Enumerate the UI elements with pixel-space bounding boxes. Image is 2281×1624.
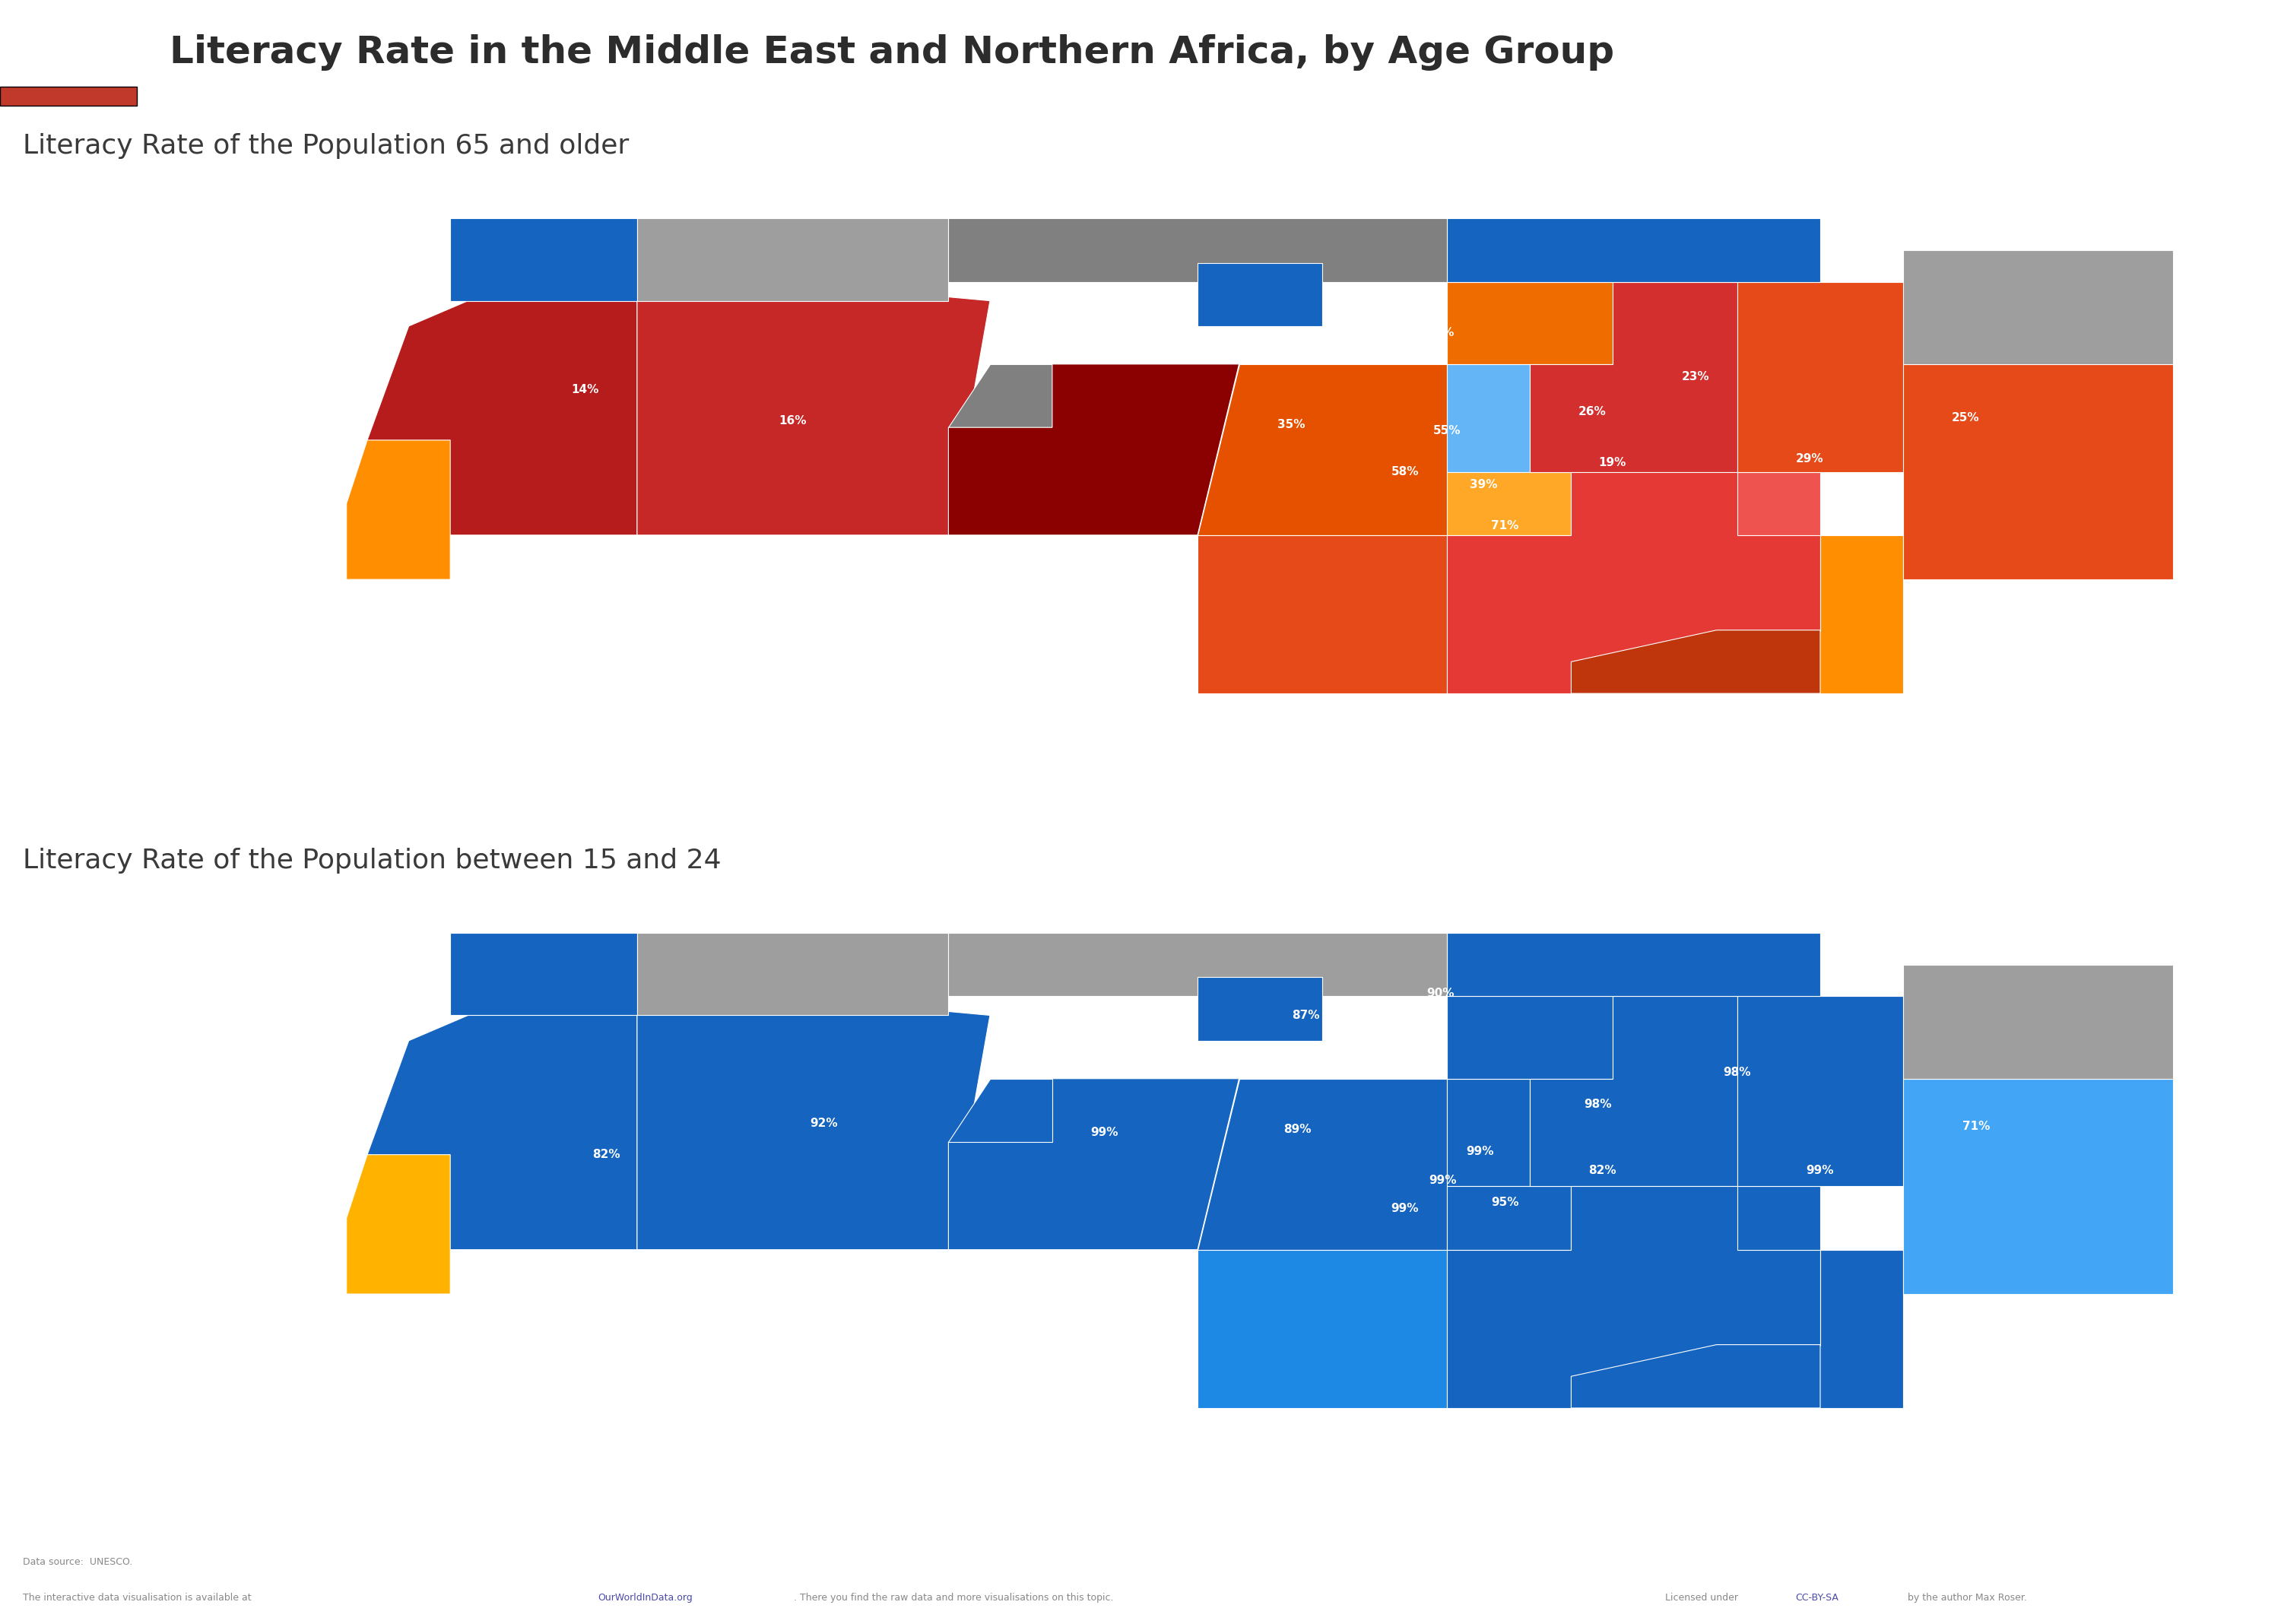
Text: 71%: 71% bbox=[1492, 520, 1519, 531]
Polygon shape bbox=[1446, 471, 1820, 693]
Text: . There you find the raw data and more visualisations on this topic.: . There you find the raw data and more v… bbox=[794, 1593, 1113, 1603]
Text: 16%: 16% bbox=[778, 416, 807, 427]
Text: 18%: 18% bbox=[1426, 326, 1455, 338]
Polygon shape bbox=[1902, 1078, 2174, 1294]
Text: 29%: 29% bbox=[1795, 453, 1825, 464]
Polygon shape bbox=[1738, 283, 2069, 471]
Polygon shape bbox=[1446, 471, 1572, 534]
Polygon shape bbox=[1738, 471, 1820, 534]
Polygon shape bbox=[1198, 263, 1323, 326]
Text: OurWorldInData.org: OurWorldInData.org bbox=[598, 1593, 693, 1603]
Text: 99%: 99% bbox=[1428, 1174, 1455, 1186]
Text: The interactive data visualisation is available at: The interactive data visualisation is av… bbox=[23, 1593, 255, 1603]
Polygon shape bbox=[949, 1078, 1052, 1142]
Polygon shape bbox=[949, 1078, 1239, 1250]
Polygon shape bbox=[449, 932, 1446, 996]
Text: 99%: 99% bbox=[1807, 1164, 1834, 1176]
Polygon shape bbox=[1531, 996, 1738, 1186]
FancyBboxPatch shape bbox=[0, 86, 137, 106]
Polygon shape bbox=[1446, 218, 1820, 283]
Polygon shape bbox=[1198, 534, 1446, 693]
Polygon shape bbox=[449, 218, 636, 300]
Polygon shape bbox=[367, 996, 636, 1250]
Polygon shape bbox=[1572, 1345, 1820, 1408]
Polygon shape bbox=[347, 1155, 449, 1294]
Polygon shape bbox=[1446, 364, 1531, 471]
Polygon shape bbox=[1902, 364, 2174, 580]
Text: 71%: 71% bbox=[1962, 1121, 1989, 1132]
Text: 99%: 99% bbox=[1391, 1203, 1419, 1215]
Text: 26%: 26% bbox=[1578, 406, 1606, 417]
Polygon shape bbox=[367, 283, 636, 534]
Polygon shape bbox=[1779, 534, 1902, 693]
Text: 58%: 58% bbox=[1391, 466, 1419, 477]
Polygon shape bbox=[449, 218, 1446, 283]
Polygon shape bbox=[949, 364, 1052, 427]
Text: 23%: 23% bbox=[1681, 370, 1711, 383]
Text: Literacy Rate of the Population between 15 and 24: Literacy Rate of the Population between … bbox=[23, 848, 721, 874]
Text: 28%: 28% bbox=[1291, 346, 1318, 357]
Text: 82%: 82% bbox=[1588, 1164, 1617, 1176]
Text: 25%: 25% bbox=[1953, 412, 1980, 424]
Text: by the author Max Roser.: by the author Max Roser. bbox=[1905, 1593, 2028, 1603]
Text: 95%: 95% bbox=[1492, 1197, 1519, 1208]
Text: Data source:  UNESCO.: Data source: UNESCO. bbox=[23, 1557, 132, 1567]
Text: 14%: 14% bbox=[570, 383, 600, 395]
Polygon shape bbox=[1446, 1078, 1531, 1186]
Polygon shape bbox=[1738, 1186, 1820, 1250]
Polygon shape bbox=[1531, 283, 1738, 471]
Text: 89%: 89% bbox=[1284, 1124, 1312, 1135]
Text: Literacy Rate of the Population 65 and older: Literacy Rate of the Population 65 and o… bbox=[23, 133, 630, 159]
Polygon shape bbox=[1198, 978, 1323, 1041]
Polygon shape bbox=[1198, 364, 1446, 534]
Text: 90%: 90% bbox=[1426, 987, 1455, 999]
Text: 3%: 3% bbox=[1054, 320, 1072, 331]
Text: 55%: 55% bbox=[1432, 425, 1460, 437]
Polygon shape bbox=[1446, 932, 1820, 996]
Polygon shape bbox=[1446, 1186, 1572, 1250]
Text: 99%: 99% bbox=[1467, 1147, 1494, 1158]
Polygon shape bbox=[1198, 1250, 1446, 1408]
Text: in Data: in Data bbox=[41, 54, 96, 68]
Polygon shape bbox=[949, 364, 1239, 534]
Text: 39%: 39% bbox=[1469, 479, 1499, 490]
Polygon shape bbox=[1446, 996, 1613, 1078]
Text: 98%: 98% bbox=[1585, 1098, 1613, 1109]
Text: 35%: 35% bbox=[1277, 419, 1305, 430]
Polygon shape bbox=[636, 932, 949, 1015]
Polygon shape bbox=[1446, 283, 1613, 364]
Polygon shape bbox=[1446, 1186, 1820, 1408]
Text: 82%: 82% bbox=[593, 1148, 620, 1161]
Polygon shape bbox=[449, 932, 636, 1015]
Polygon shape bbox=[1198, 1078, 1446, 1250]
Polygon shape bbox=[1902, 250, 2174, 364]
Text: 87%: 87% bbox=[1291, 1010, 1318, 1021]
Text: 92%: 92% bbox=[810, 1117, 837, 1129]
Text: 98%: 98% bbox=[1724, 1067, 1752, 1078]
Text: 19%: 19% bbox=[1599, 456, 1626, 468]
Polygon shape bbox=[1779, 1250, 1902, 1408]
Polygon shape bbox=[636, 996, 990, 1250]
Polygon shape bbox=[636, 218, 949, 300]
Polygon shape bbox=[347, 440, 449, 580]
Text: Literacy Rate in the Middle East and Northern Africa, by Age Group: Literacy Rate in the Middle East and Nor… bbox=[169, 34, 1615, 71]
Text: Licensed under: Licensed under bbox=[1665, 1593, 1740, 1603]
Text: CC-BY-SA: CC-BY-SA bbox=[1795, 1593, 1838, 1603]
Polygon shape bbox=[636, 283, 990, 534]
Text: Our World: Our World bbox=[30, 23, 107, 36]
Text: 99%: 99% bbox=[1090, 1127, 1118, 1138]
Text: 48%: 48% bbox=[1038, 1010, 1065, 1021]
Polygon shape bbox=[1738, 996, 2069, 1186]
Polygon shape bbox=[1572, 630, 1820, 693]
Polygon shape bbox=[1902, 965, 2174, 1078]
